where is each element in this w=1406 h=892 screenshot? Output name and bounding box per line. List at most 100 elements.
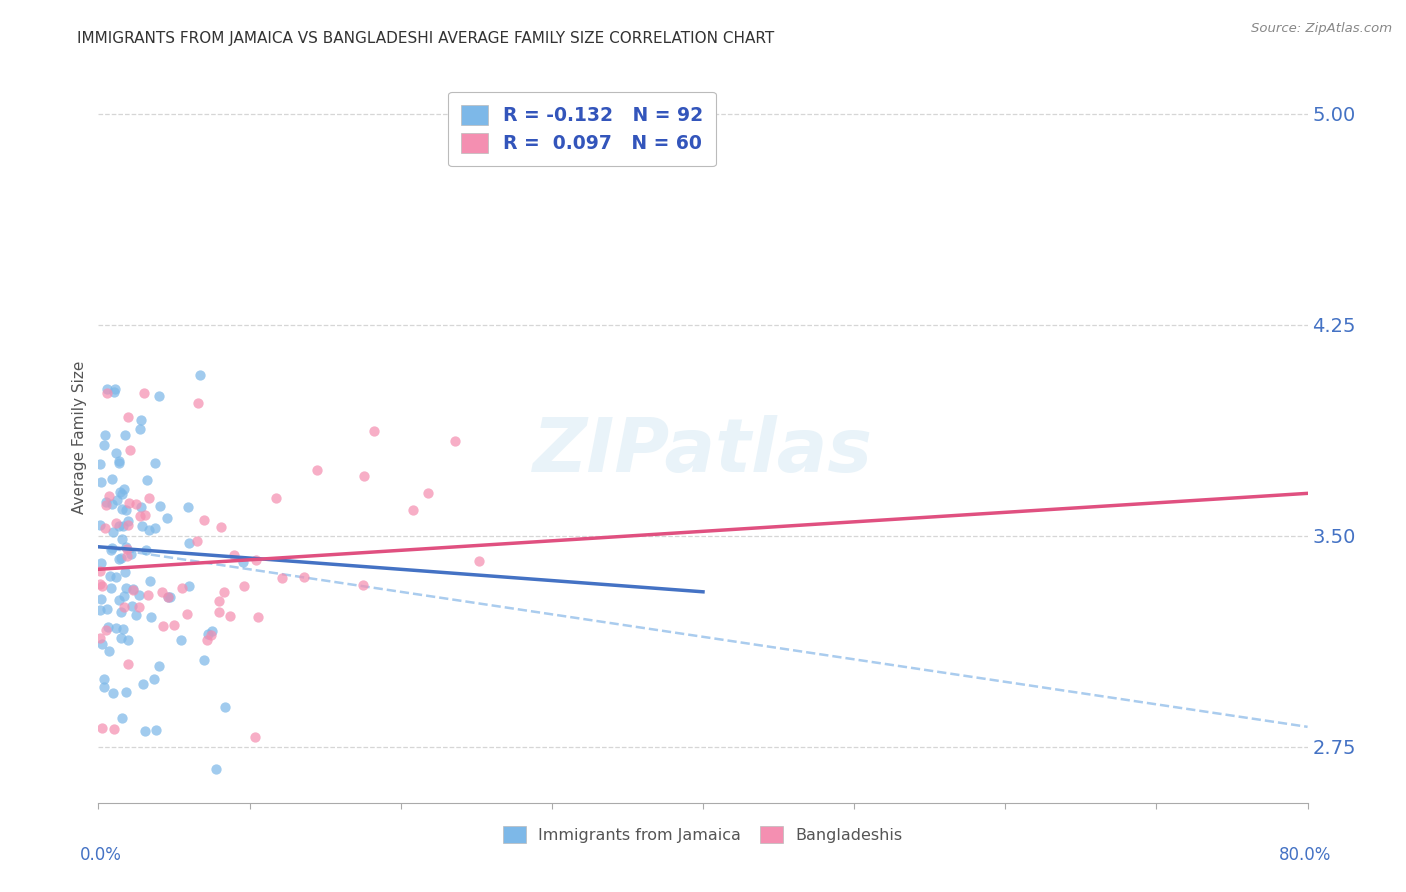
Point [115, 503, 138, 517]
Point [121, 599, 143, 613]
Point [135, 543, 157, 558]
Point [152, 618, 174, 632]
Point [110, 485, 132, 500]
Point [353, 468, 375, 483]
Point [104, 446, 127, 460]
Point [232, 555, 254, 569]
Point [97, 620, 120, 634]
Point [115, 549, 138, 563]
Point [107, 454, 129, 468]
Point [200, 628, 222, 642]
Point [94, 521, 117, 535]
Point [214, 700, 236, 714]
Point [208, 594, 231, 608]
Point [100, 542, 122, 557]
Point [416, 485, 439, 500]
Point [172, 581, 194, 595]
Point [139, 609, 162, 624]
Point [117, 517, 139, 532]
Point [93, 680, 115, 694]
Point [111, 622, 134, 636]
Point [197, 626, 219, 640]
Point [104, 621, 127, 635]
Point [145, 723, 167, 737]
Point [93, 672, 115, 686]
Point [118, 496, 141, 510]
Point [96, 382, 118, 396]
Point [222, 548, 245, 562]
Point [134, 508, 156, 522]
Point [110, 605, 132, 619]
Point [402, 502, 425, 516]
Point [120, 547, 142, 561]
Point [94, 623, 117, 637]
Point [193, 512, 215, 526]
Point [111, 502, 134, 516]
Y-axis label: Average Family Size: Average Family Size [72, 360, 87, 514]
Point [103, 722, 125, 736]
Point [111, 487, 134, 501]
Point [93, 438, 115, 452]
Point [136, 473, 159, 487]
Point [292, 570, 315, 584]
Point [149, 499, 172, 513]
Point [115, 685, 138, 699]
Point [90, 475, 112, 490]
Point [177, 500, 200, 514]
Point [271, 570, 294, 584]
Point [156, 591, 179, 605]
Point [108, 518, 131, 533]
Point [156, 511, 179, 525]
Point [219, 608, 242, 623]
Point [94, 494, 117, 508]
Point [98, 569, 121, 583]
Point [111, 711, 134, 725]
Point [89, 603, 111, 617]
Point [104, 516, 127, 530]
Point [121, 582, 143, 597]
Point [112, 600, 135, 615]
Point [117, 410, 139, 425]
Point [97, 644, 120, 658]
Point [245, 553, 267, 567]
Point [94, 498, 117, 512]
Point [103, 385, 125, 400]
Point [115, 581, 138, 595]
Point [101, 472, 124, 486]
Point [352, 577, 374, 591]
Point [114, 565, 136, 579]
Point [444, 434, 467, 448]
Point [143, 457, 166, 471]
Point [138, 574, 160, 589]
Point [101, 541, 124, 555]
Point [201, 624, 224, 639]
Text: 0.0%: 0.0% [80, 846, 122, 863]
Point [132, 386, 155, 401]
Point [94, 428, 117, 442]
Point [107, 592, 129, 607]
Point [163, 618, 186, 632]
Text: IMMIGRANTS FROM JAMAICA VS BANGLADESHI AVERAGE FAMILY SIZE CORRELATION CHART: IMMIGRANTS FROM JAMAICA VS BANGLADESHI A… [77, 31, 775, 46]
Point [134, 723, 156, 738]
Point [170, 632, 193, 647]
Point [100, 581, 122, 595]
Point [136, 588, 159, 602]
Point [96, 602, 118, 616]
Point [117, 657, 139, 671]
Point [246, 610, 269, 624]
Point [307, 463, 329, 477]
Point [91, 637, 114, 651]
Point [107, 551, 129, 566]
Point [143, 521, 166, 535]
Point [128, 588, 150, 602]
Point [129, 508, 152, 523]
Point [104, 382, 127, 396]
Point [186, 533, 208, 548]
Point [187, 395, 209, 409]
Point [176, 607, 198, 621]
Point [142, 672, 165, 686]
Point [103, 686, 125, 700]
Text: ZIPatlas: ZIPatlas [533, 415, 873, 488]
Point [468, 554, 491, 568]
Point [212, 585, 235, 599]
